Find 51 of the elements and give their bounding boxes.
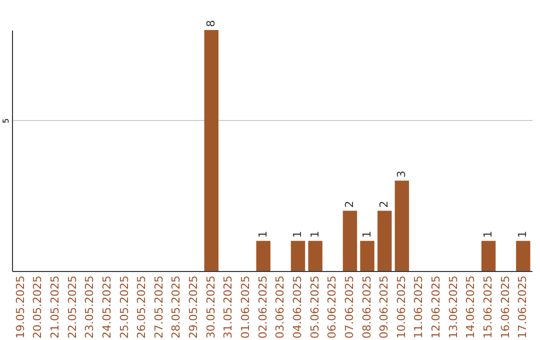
data-label: 2	[342, 200, 356, 208]
data-label: 8	[204, 20, 218, 27]
x-tick-label: 27.05.2025	[152, 276, 166, 338]
data-label: 1	[516, 230, 530, 238]
x-tick-label: 29.05.2025	[187, 276, 200, 338]
x-tick-label: 30.05.2025	[204, 276, 218, 338]
bar	[256, 240, 270, 271]
x-tick-label: 19.05.2025	[14, 276, 27, 338]
x-tick-label: 11.06.2025	[412, 276, 426, 338]
data-label: 3	[394, 170, 408, 178]
x-tick-label: 05.06.2025	[308, 276, 322, 338]
x-tick-label: 03.06.2025	[274, 276, 287, 338]
x-tick-label: 01.06.2025	[239, 276, 252, 338]
data-label: 1	[482, 230, 495, 238]
x-tick-label: 02.06.2025	[256, 276, 270, 338]
x-tick-label: 20.05.2025	[31, 276, 44, 338]
bar	[342, 210, 358, 271]
data-label: 1	[360, 230, 374, 238]
x-tick-label: 10.06.2025	[394, 276, 408, 338]
x-tick-label: 24.05.2025	[100, 276, 114, 338]
bar	[481, 240, 496, 271]
x-tick-label: 22.05.2025	[66, 276, 79, 338]
bar	[308, 240, 322, 271]
bar	[204, 30, 218, 271]
x-tick-label: 08.06.2025	[360, 276, 374, 338]
bar	[394, 180, 410, 271]
x-tick-label: 14.06.2025	[464, 276, 478, 338]
x-tick-label: 15.06.2025	[482, 276, 495, 338]
x-tick-label: 09.06.2025	[378, 276, 391, 338]
x-tick-label: 12.06.2025	[430, 276, 443, 338]
x-tick-label: 25.05.2025	[118, 276, 131, 338]
data-label: 1	[308, 230, 322, 238]
x-tick-label: 04.06.2025	[290, 276, 304, 338]
x-tick-label: 16.06.2025	[498, 276, 512, 338]
data-label: 1	[256, 230, 270, 238]
data-label: 2	[378, 200, 391, 208]
x-tick-label: 07.06.2025	[342, 276, 356, 338]
data-label: 1	[290, 230, 304, 238]
x-tick-label: 31.05.2025	[222, 276, 235, 338]
bar	[360, 240, 374, 271]
x-tick-label: 13.06.2025	[446, 276, 460, 338]
x-tick-label: 17.06.2025	[516, 276, 530, 338]
x-tick-label: 26.05.2025	[135, 276, 148, 338]
x-tick-label: 21.05.2025	[48, 276, 62, 338]
bar	[290, 240, 306, 271]
x-tick-label: 06.06.2025	[326, 276, 339, 338]
y-tick-label: 5	[2, 118, 10, 124]
bar	[377, 210, 392, 271]
x-tick-label: 23.05.2025	[83, 276, 96, 338]
bar	[516, 240, 530, 271]
x-tick-label: 28.05.2025	[170, 276, 183, 338]
